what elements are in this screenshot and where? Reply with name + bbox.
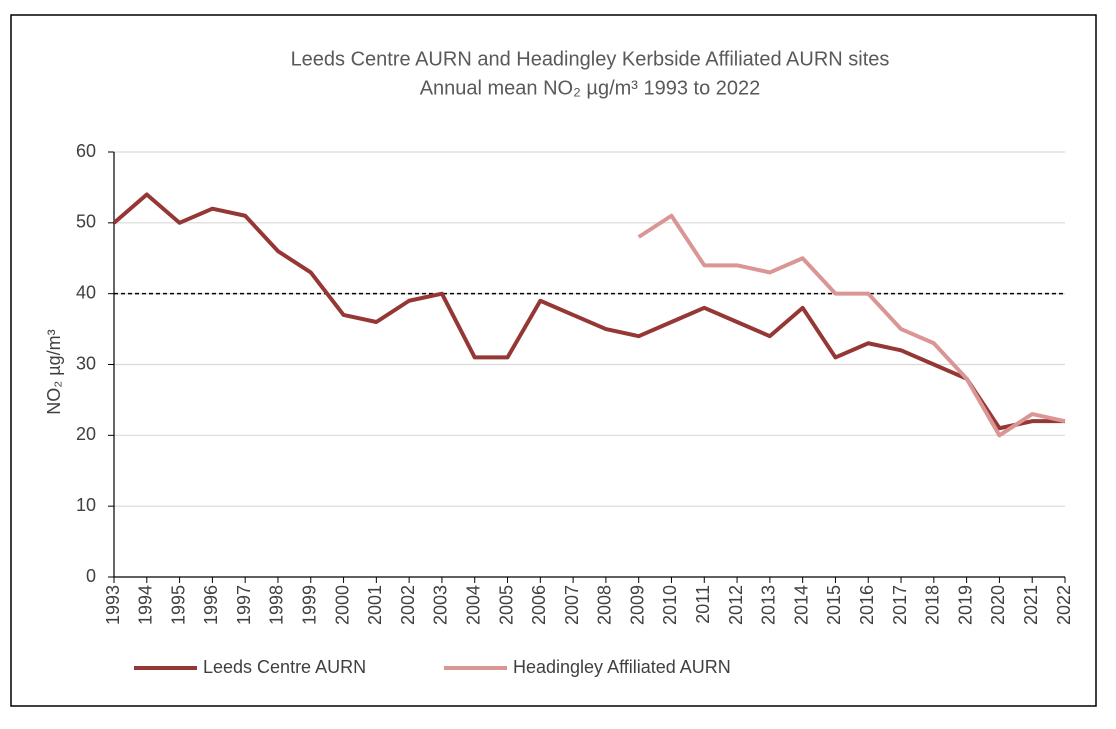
y-tick-label: 40	[76, 282, 96, 302]
x-tick-label: 2001	[365, 585, 385, 625]
x-tick-label: 1993	[103, 585, 123, 625]
series-line	[112, 192, 1065, 431]
y-tick-label: 60	[76, 141, 96, 161]
x-tick-label: 2014	[791, 585, 811, 625]
x-tick-label: 1995	[168, 585, 188, 625]
x-tick-label: 2012	[726, 585, 746, 625]
chart-frame	[10, 14, 1097, 707]
chart-title: Leeds Centre AURN and Headingley Kerbsid…	[291, 48, 890, 70]
x-tick-label: 2003	[431, 585, 451, 625]
x-tick-label: 2019	[955, 585, 975, 625]
x-tick-label: 2020	[988, 585, 1008, 625]
x-tick-label: 2005	[496, 585, 516, 625]
x-tick-label: 2004	[463, 585, 483, 625]
x-tick-label: 2007	[562, 585, 582, 625]
x-tick-label: 1994	[136, 585, 156, 625]
x-tick-label: 2013	[759, 585, 779, 625]
x-tick-label: 2010	[660, 585, 680, 625]
x-tick-label: 2002	[398, 585, 418, 625]
x-tick-label: 2008	[595, 585, 615, 625]
x-tick-label: 2011	[693, 585, 713, 624]
y-tick-label: 10	[76, 495, 96, 515]
legend-label: Leeds Centre AURN	[203, 657, 366, 677]
x-tick-label: 1996	[201, 585, 221, 625]
x-tick-label: 2015	[824, 585, 844, 625]
x-tick-label: 2017	[890, 585, 910, 625]
x-tick-label: 2016	[857, 585, 877, 625]
x-tick-label: 2022	[1054, 585, 1074, 625]
legend-label: Headingley Affiliated AURN	[513, 657, 731, 677]
chart-subtitle: Annual mean NO₂ µg/m³ 1993 to 2022	[420, 77, 761, 99]
y-tick-label: 50	[76, 212, 96, 232]
x-tick-label: 2009	[627, 585, 647, 625]
x-tick-label: 1997	[234, 585, 254, 625]
y-tick-label: 30	[76, 353, 96, 373]
y-tick-label: 20	[76, 424, 96, 444]
x-tick-label: 1998	[267, 585, 287, 625]
x-tick-label: 2021	[1021, 585, 1041, 625]
x-tick-label: 1999	[300, 585, 320, 625]
y-axis-label: NO₂ µg/m³	[44, 329, 64, 414]
x-tick-label: 2000	[332, 585, 352, 625]
y-tick-label: 0	[86, 566, 96, 586]
x-tick-label: 2006	[529, 585, 549, 625]
x-tick-label: 2018	[923, 585, 943, 625]
series-line	[637, 213, 1066, 438]
